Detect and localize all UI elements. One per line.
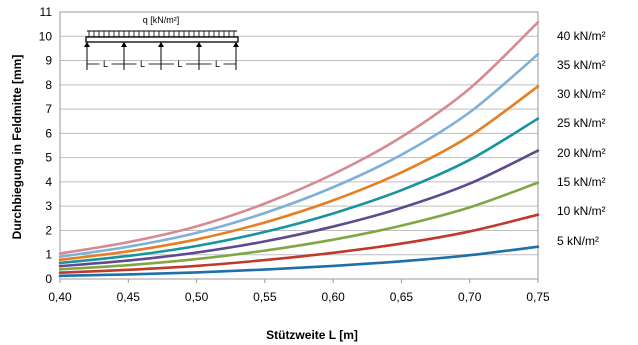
y-tick-label: 0 (45, 272, 52, 286)
series-label: 25 kN/m² (557, 116, 606, 130)
y-tick-label: 8 (45, 78, 52, 92)
x-tick-label: 0,70 (458, 290, 482, 304)
y-tick-label: 3 (45, 199, 52, 213)
y-tick-label: 1 (45, 248, 52, 262)
support-triangle (84, 42, 90, 47)
beam (85, 36, 239, 43)
grid-lines (60, 11, 538, 280)
x-tick-label: 0,40 (48, 290, 72, 304)
series-label: 15 kN/m² (557, 175, 606, 189)
series-label: 5 kN/m² (557, 234, 599, 248)
series-lines (58, 20, 540, 278)
series-line (58, 117, 540, 265)
y-tick-label: 2 (45, 223, 52, 237)
series-line (58, 245, 540, 278)
y-tick-label: 4 (45, 175, 52, 189)
support-triangle (121, 42, 127, 47)
x-tick-label: 0,55 (253, 290, 277, 304)
y-tick-label: 7 (45, 102, 52, 116)
series-label: 20 kN/m² (557, 146, 606, 160)
y-axis-ticks: 0 1 2 3 4 5 6 7 8 9 10 11 (39, 5, 53, 286)
support-triangle (233, 42, 239, 47)
y-tick-label: 9 (45, 54, 52, 68)
span-label: L (215, 59, 220, 69)
x-tick-label: 0,75 (526, 290, 550, 304)
support-triangle (158, 42, 164, 47)
series-line (58, 20, 540, 255)
y-tick-label: 11 (40, 5, 53, 19)
support-triangle (196, 42, 202, 47)
x-tick-label: 0,45 (117, 290, 141, 304)
y-tick-label: 10 (39, 29, 53, 43)
y-tick-label: 6 (45, 126, 52, 140)
y-tick-label: 5 (45, 151, 52, 165)
series-line (58, 213, 540, 274)
load-label: q [kN/m²] (143, 15, 180, 25)
x-tick-label: 0,60 (321, 290, 345, 304)
plot-area (59, 11, 539, 280)
y-axis-title: Durchbiegung in Feldmitte [mm] (10, 55, 24, 240)
plot-border (59, 11, 539, 280)
series-label: 35 kN/m² (557, 58, 606, 72)
series-line (58, 52, 540, 258)
x-tick-label: 0,65 (390, 290, 414, 304)
beam-diagram-inset: q [kN/m²] L L L L (84, 15, 239, 70)
series-label: 40 kN/m² (557, 29, 606, 43)
span-label: L (103, 59, 108, 69)
x-axis-ticks: 0,40 0,45 0,50 0,55 0,60 0,65 0,70 0,75 (48, 279, 550, 304)
series-label: 10 kN/m² (557, 204, 606, 218)
series-line (58, 149, 540, 268)
span-label: L (177, 59, 182, 69)
series-line (58, 84, 540, 262)
span-label: L (140, 59, 145, 69)
x-axis-title: Stützweite L [m] (266, 328, 358, 342)
series-label: 30 kN/m² (557, 87, 606, 101)
x-tick-label: 0,50 (185, 290, 209, 304)
series-labels: 5 kN/m² 10 kN/m² 15 kN/m² 20 kN/m² 25 kN/m² 3… (557, 29, 606, 248)
series-line (58, 181, 540, 271)
